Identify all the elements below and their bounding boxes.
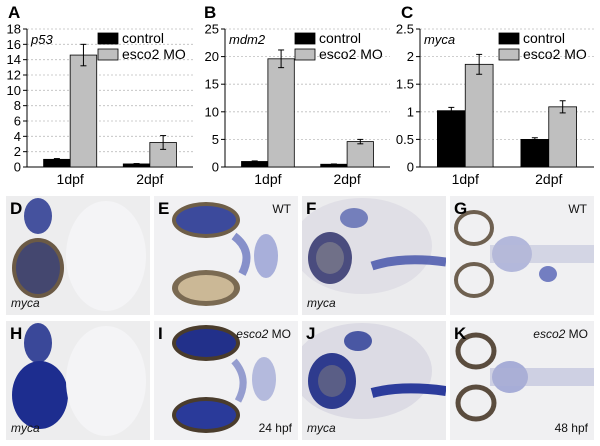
condition-label-k: esco2 MO [533, 327, 588, 341]
panel-label-c: C [401, 3, 413, 22]
photo-panel-i: I esco2 MO 24 hpf [154, 321, 298, 440]
legend-label-control: control [122, 30, 164, 46]
legend-swatch-esco2-mo [97, 48, 119, 61]
gene-label-h: myca [11, 421, 40, 435]
gene-label-c: myca [424, 32, 455, 47]
condition-suffix-i: MO [268, 327, 291, 341]
bar-esco2-mo-2dpf [346, 141, 374, 168]
panel-label-h: H [10, 324, 23, 343]
panel-label-e: E [158, 199, 170, 218]
embryo-lateral-head-image-f [302, 196, 446, 315]
legend-swatch-control [294, 32, 316, 45]
legend-label-esco2-mo: esco2 MO [122, 46, 186, 62]
panel-label-b: B [204, 3, 216, 22]
photo-panel-j: J myca [302, 321, 446, 440]
condition-gene-i: esco2 [236, 327, 269, 341]
condition-label-i: esco2 MO [236, 327, 291, 341]
bar-esco2-mo-1dpf [464, 63, 494, 168]
x-tick-label: 2dpf [136, 171, 163, 187]
x-tick-label: 1dpf [452, 171, 479, 187]
y-tick-label: 16 [7, 37, 21, 52]
stage-label-k: 48 hpf [554, 421, 588, 435]
gene-label-j: myca [307, 421, 336, 435]
photo-panel-k: K esco2 MO 48 hpf [450, 321, 594, 440]
panel-label-f: F [306, 199, 317, 218]
legend-swatch-esco2-mo [498, 48, 520, 61]
y-tick-label: 25 [205, 22, 219, 37]
embryo-dorsal-image-mo-24hpf [154, 321, 298, 440]
y-tick-label: 5 [212, 132, 219, 147]
panel-label-g: G [454, 199, 468, 218]
photo-panel-h: H myca [6, 321, 150, 440]
bar-control-2dpf [520, 138, 550, 168]
panel-label-d: D [10, 199, 23, 218]
bar-esco2-mo-1dpf [69, 54, 98, 168]
photo-panel-g: G WT [450, 196, 594, 315]
gene-label-a: p53 [30, 32, 53, 47]
panel-label-i: I [158, 324, 163, 343]
panel-label-j: J [306, 324, 316, 343]
y-tick-label: 8 [14, 98, 21, 113]
y-tick-label: 2.5 [396, 22, 414, 37]
embryo-dorsal-image-wt-48hpf [450, 196, 594, 315]
gene-label-f: myca [307, 296, 336, 310]
legend-label-esco2-mo: esco2 MO [319, 46, 383, 62]
panel-label-k: K [454, 324, 467, 343]
y-tick-label: 20 [205, 49, 219, 64]
x-tick-label: 2dpf [333, 171, 360, 187]
condition-suffix-k: MO [565, 327, 588, 341]
panel-label-a: A [8, 3, 20, 22]
embryo-dorsal-image-wt-24hpf [154, 196, 298, 315]
y-tick-label: 0 [14, 160, 21, 175]
y-tick-label: 10 [7, 83, 21, 98]
y-tick-label: 10 [205, 104, 219, 119]
embryo-lateral-head-image-j [302, 321, 446, 440]
y-tick-label: 15 [205, 77, 219, 92]
embryo-dorsal-image-mo-48hpf [450, 321, 594, 440]
condition-gene-k: esco2 [533, 327, 566, 341]
x-tick-label: 1dpf [254, 171, 281, 187]
gene-label-d: myca [11, 296, 40, 310]
photo-panel-e: E WT [154, 196, 298, 315]
y-tick-label: 14 [7, 52, 21, 67]
y-tick-label: 0 [212, 160, 219, 175]
legend-label-esco2-mo: esco2 MO [523, 46, 587, 62]
y-tick-label: 2 [14, 144, 21, 159]
y-tick-label: 0.5 [396, 132, 414, 147]
condition-label-g: WT [568, 202, 587, 216]
x-tick-label: 1dpf [57, 171, 84, 187]
legend-label-control: control [523, 30, 565, 46]
bar-esco2-mo-2dpf [548, 106, 578, 168]
legend-swatch-control [97, 32, 119, 45]
y-tick-label: 4 [14, 129, 21, 144]
y-tick-label: 6 [14, 114, 21, 129]
legend-swatch-esco2-mo [294, 48, 316, 61]
x-tick-label: 2dpf [535, 171, 562, 187]
embryo-lateral-eye-image-mo [6, 321, 150, 440]
y-tick-label: 1 [407, 104, 414, 119]
legend-swatch-control [498, 32, 520, 45]
photo-panel-d: D myca [6, 196, 150, 315]
gene-label-b: mdm2 [229, 32, 266, 47]
y-tick-label: 18 [7, 22, 21, 37]
y-tick-label: 2 [407, 49, 414, 64]
legend-label-control: control [319, 30, 361, 46]
y-tick-label: 1.5 [396, 77, 414, 92]
embryo-lateral-eye-image [6, 196, 150, 315]
y-tick-label: 0 [407, 160, 414, 175]
y-tick-label: 12 [7, 68, 21, 83]
stage-label-i: 24 hpf [258, 421, 292, 435]
bar-control-1dpf [436, 110, 466, 168]
condition-label-e: WT [272, 202, 291, 216]
photo-panel-f: F myca [302, 196, 446, 315]
bar-esco2-mo-1dpf [267, 58, 295, 168]
